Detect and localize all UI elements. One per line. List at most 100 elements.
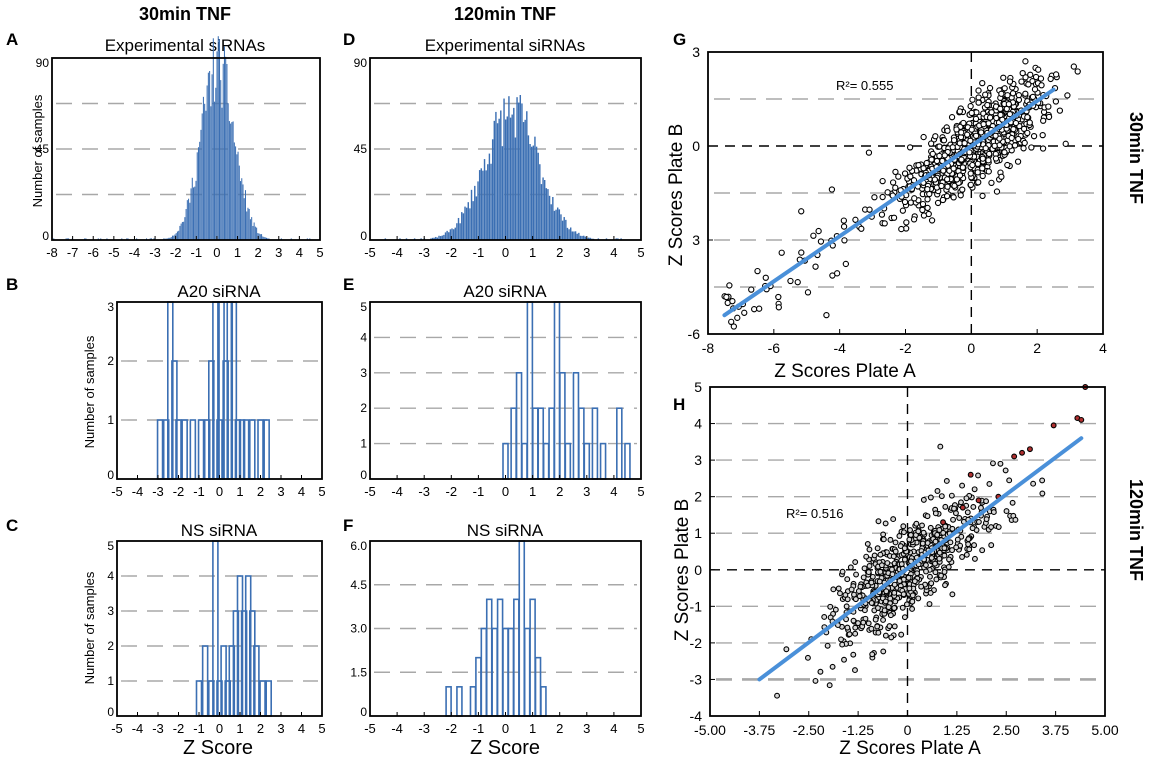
panel-d-bar [461,212,463,240]
panel-d-bar [436,237,439,240]
panel-d-bar [474,185,476,240]
panel-h-point [936,527,943,533]
panel-h-ytick-label: 3 [694,452,702,468]
panel-g-point [1008,134,1015,142]
panel-h-point [927,524,934,531]
panel-h-point [847,564,854,571]
panel-d-bar [519,95,522,240]
panel-h-point [877,568,884,575]
panel-g-point [906,144,914,151]
panel-c-bar [259,680,266,717]
panel-g-point [911,195,918,202]
panel-h-point [923,568,929,575]
panel-d-bar [537,152,539,240]
panel-g-point [961,140,968,147]
panel-d-bar [535,146,538,240]
panel-h-point [979,547,986,554]
panel-f-xtick-label: 4 [610,721,617,736]
panel-g-point [941,152,948,159]
panel-g-point [823,311,830,319]
panel-d-bar [579,235,582,240]
panel-f-title: NS siRNA [467,521,544,540]
panel-d-bar [449,229,452,240]
panel-h-xtick-label: -1.25 [842,722,874,738]
panel-g-point [726,282,733,289]
panel-c-ytick-label: 0 [107,705,114,719]
panel-h-point [928,580,935,587]
panel-a-bar [258,233,260,240]
panel-a-bar [265,237,268,240]
panel-d-bar [472,201,474,240]
panel-h-point [1012,516,1019,523]
panel-d-bar [475,196,478,240]
panel-g-point [1020,125,1028,133]
panel-d-bar [540,184,543,240]
panel-g-point [986,150,993,158]
panel-h-point [887,536,894,543]
panel-h-point [945,564,952,570]
panel-a-xtick-label: -7 [67,245,79,260]
panel-h-ytick-label: 2 [694,489,702,505]
panel-d-title: Experimental siRNAs [425,36,586,55]
panel-c-xtick-label: -3 [152,721,164,736]
panel-g-point [879,177,886,185]
panel-c-ytick-label: 1 [107,674,114,688]
panel-c-xtick-label: -4 [132,721,144,736]
panel-d-bar [543,180,546,240]
panel-g-point [978,129,985,136]
panel-f-xtick-label: 3 [583,721,590,736]
panel-d-bar [573,231,575,240]
panel-g-point [958,129,965,136]
panel-h-point [948,492,955,499]
panel-d-bar [457,217,460,240]
panel-d-bar [568,229,570,240]
panel-h-point [861,565,868,572]
panel-h-point [958,499,964,506]
panel-h-point [932,538,939,545]
panel-h-ytick-label: -3 [690,671,703,687]
panel-e-bar [526,301,534,480]
panel-a-bar [206,85,208,240]
panel-h-point [959,482,966,489]
panel-g-point [979,79,986,87]
panel-d-bar [500,110,502,240]
panel-h-point [997,460,1004,467]
panel-h-point [898,631,905,638]
panel-d-bar [534,136,536,240]
panel-h-point [956,515,963,521]
panel-h-point [876,578,883,585]
panel-g-point [817,238,825,245]
panel-h-highlight-point [1078,416,1085,423]
panel-g-point [871,194,878,201]
panel-g-point [898,225,905,233]
panel-g-point [1052,71,1060,78]
panel-g-xtick-label: -2 [899,340,912,356]
panel-a-bar [179,225,181,240]
panel-a-bar [247,207,249,240]
panel-e-ytick-label: 5 [360,300,367,314]
panel-a-bar [243,198,245,240]
panel-g-point [815,227,822,235]
panel-g-point [964,131,971,138]
panel-a-bar [241,178,243,240]
panel-e-title: A20 siRNA [463,282,547,301]
panel-d-xtick-label: 4 [610,245,617,260]
panel-h-point [880,536,887,543]
panel-h-point [888,634,895,641]
panel-d-bar [444,232,447,240]
panel-g-xtick-label: -4 [833,340,846,356]
panel-g-point [956,172,964,179]
panel-d-bar [555,209,557,240]
panel-c-xtick-label: 3 [277,721,284,736]
panel-g-xtick-label: 0 [967,340,975,356]
panel-a-bar [204,103,206,240]
panel-f-xlabel: Z Score [470,737,540,759]
panel-g-point [1012,119,1020,127]
panel-h-point [891,623,898,630]
panel-g-point [1062,140,1069,147]
panel-c-xtick-label: 4 [298,721,305,736]
panel-g-point [972,132,980,140]
panel-h-highlight-point [940,519,946,526]
panel-g-point [979,165,986,172]
panel-g-point [968,126,975,133]
